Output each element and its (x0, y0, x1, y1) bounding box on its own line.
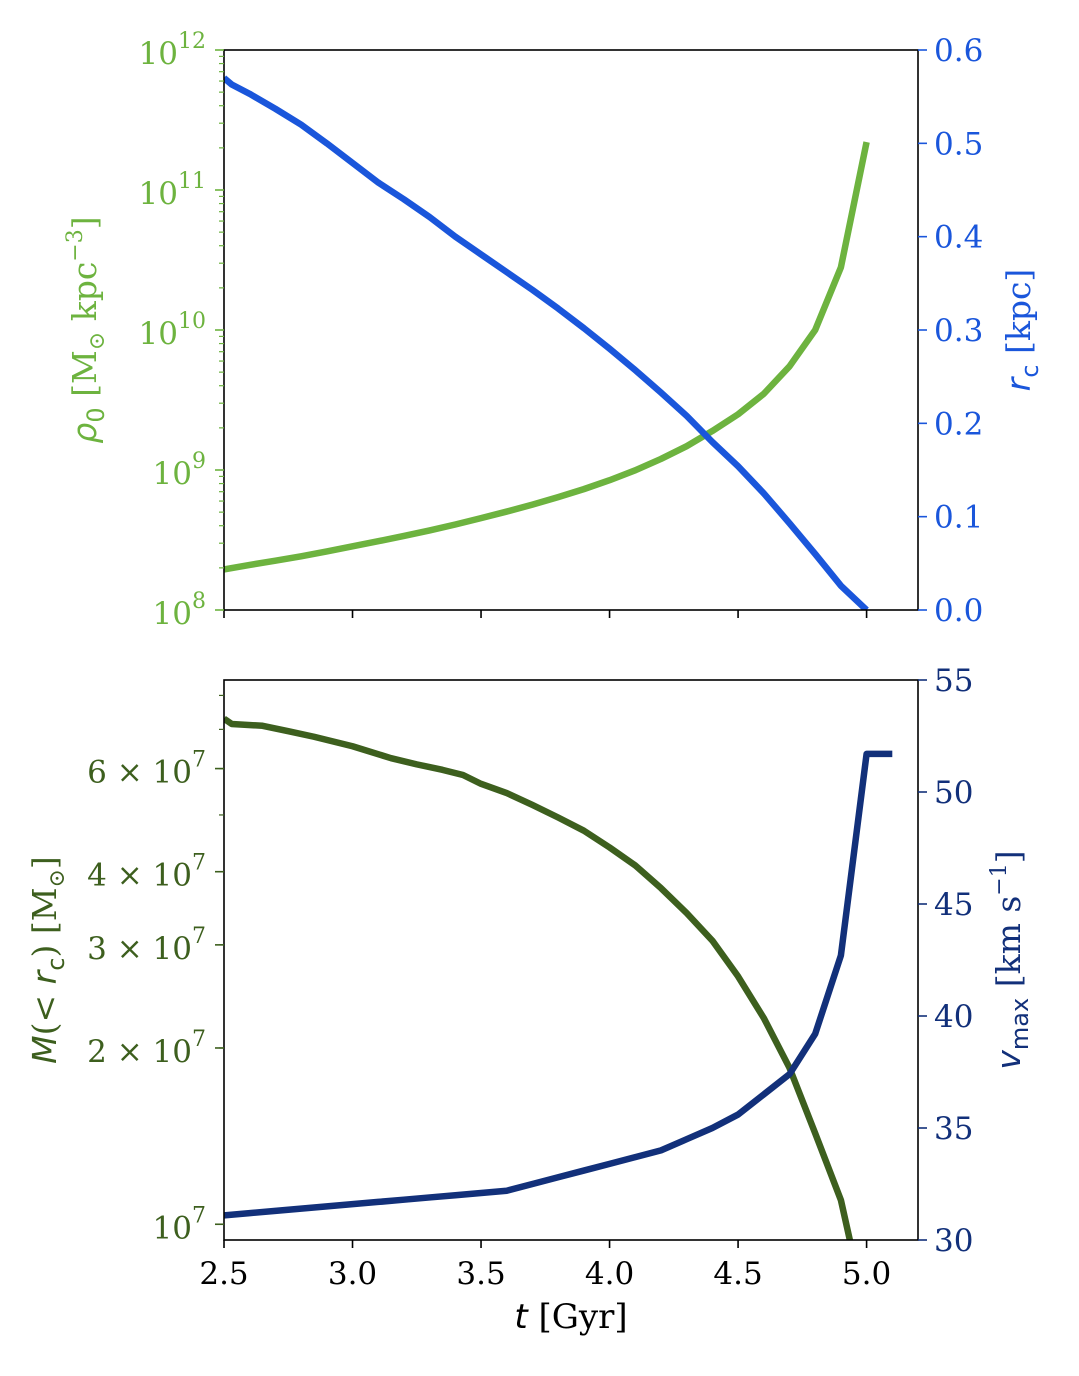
left-tick-base: 10 (139, 316, 178, 352)
right-tick-label: 0.5 (934, 126, 983, 162)
left-tick-base: 10 (139, 176, 178, 212)
left-tick-label: 1011 (139, 169, 206, 212)
left-tick-base: 6 × 10 (87, 755, 192, 791)
x-axis-label-text: [Gyr] (528, 1297, 628, 1337)
left-tick-exp: 10 (178, 309, 206, 334)
x-tick-label: 3.5 (456, 1256, 505, 1292)
right-tick-label: 55 (934, 663, 973, 699)
x-tick-label: 5.0 (842, 1256, 891, 1292)
right-tick-label: 0.4 (934, 220, 983, 256)
left-label-odot: ⊙ (45, 869, 70, 887)
right-tick-label: 0.6 (934, 33, 983, 69)
left-tick-label: 108 (153, 589, 206, 632)
left-label-sup: −3 (63, 229, 88, 261)
left-label-text: [M (65, 350, 104, 407)
left-label-r: r (25, 968, 64, 984)
x-axis-label: t [Gyr] (514, 1297, 627, 1337)
left-label-sub: c (42, 958, 70, 971)
right-label-text: [km s (989, 896, 1028, 998)
left-tick-base: 3 × 10 (87, 931, 192, 967)
left-tick-exp: 7 (192, 1203, 206, 1228)
left-tick-base: 10 (139, 36, 178, 72)
x-tick-label: 3.0 (328, 1256, 377, 1292)
plot-frame (223, 679, 919, 1241)
series-line-left-bottom (224, 716, 854, 1240)
left-tick-exp: 8 (192, 589, 206, 614)
left-label-close: ] (25, 856, 64, 869)
left-tick-exp: 7 (192, 924, 206, 949)
right-label-sub: max (1006, 998, 1034, 1050)
left-label-symbol: M (25, 1035, 64, 1063)
x-tick-label: 4.5 (713, 1256, 762, 1292)
left-tick-exp: 7 (192, 748, 206, 773)
left-label-sub: 0 (82, 407, 110, 422)
x-tick-label: 2.5 (199, 1256, 248, 1292)
left-tick-exp: 12 (178, 29, 206, 54)
right-tick-label: 0.0 (934, 593, 983, 629)
right-label-close: ] (989, 850, 1028, 863)
top-panel: 1081091010101110120.00.10.20.30.40.50.6ρ… (63, 29, 1044, 632)
left-tick-label: 4 × 107 (87, 851, 206, 894)
right-label-sub: c (1016, 365, 1044, 378)
x-axis-label-var: t (514, 1297, 529, 1337)
right-label-sup: −1 (987, 863, 1012, 895)
right-axis-label: vmax [km s−1] (987, 850, 1034, 1069)
left-label-symbol: ρ (65, 423, 104, 444)
left-axis-label: ρ0 [M⊙ kpc−3] (63, 216, 110, 443)
left-label-units: kpc (65, 262, 104, 332)
left-tick-label: 1010 (139, 309, 206, 352)
left-tick-exp: 7 (192, 851, 206, 876)
x-tick-label: 4.0 (585, 1256, 634, 1292)
series-line-right-bottom (224, 750, 893, 1219)
left-tick-label: 107 (153, 1203, 206, 1246)
right-tick-label: 0.2 (934, 406, 983, 442)
left-tick-label: 2 × 107 (87, 1027, 206, 1070)
left-axis-label: M(< rc) [M⊙] (25, 856, 70, 1064)
right-label-symbol: v (989, 1050, 1028, 1070)
right-tick-label: 0.3 (934, 313, 983, 349)
right-tick-label: 50 (934, 775, 973, 811)
left-label-close: ] (65, 216, 104, 229)
right-tick-label: 40 (934, 999, 973, 1035)
left-tick-base: 10 (153, 596, 192, 632)
right-axis-label: rc [kpc] (999, 269, 1044, 392)
left-label-text: ) [M (25, 888, 64, 958)
left-tick-base: 2 × 10 (87, 1034, 192, 1070)
right-tick-label: 0.1 (934, 500, 983, 536)
left-tick-label: 109 (153, 449, 206, 492)
left-label-odot: ⊙ (85, 332, 110, 350)
right-label-text: [kpc] (999, 269, 1038, 365)
left-tick-exp: 11 (178, 169, 206, 194)
left-tick-label: 3 × 107 (87, 924, 206, 967)
left-tick-base: 4 × 10 (87, 858, 192, 894)
right-tick-label: 45 (934, 887, 973, 923)
left-tick-exp: 9 (192, 449, 206, 474)
right-tick-label: 30 (934, 1223, 973, 1259)
left-label-open: (< (25, 984, 64, 1035)
left-tick-exp: 7 (192, 1027, 206, 1052)
series-line-left-top (224, 141, 870, 573)
left-tick-base: 10 (153, 1210, 192, 1246)
right-tick-label: 35 (934, 1111, 973, 1147)
left-tick-base: 10 (153, 456, 192, 492)
left-tick-label: 1012 (139, 29, 206, 72)
right-label-symbol: r (999, 375, 1038, 391)
series-line-right-top (224, 75, 869, 610)
left-tick-label: 6 × 107 (87, 748, 206, 791)
